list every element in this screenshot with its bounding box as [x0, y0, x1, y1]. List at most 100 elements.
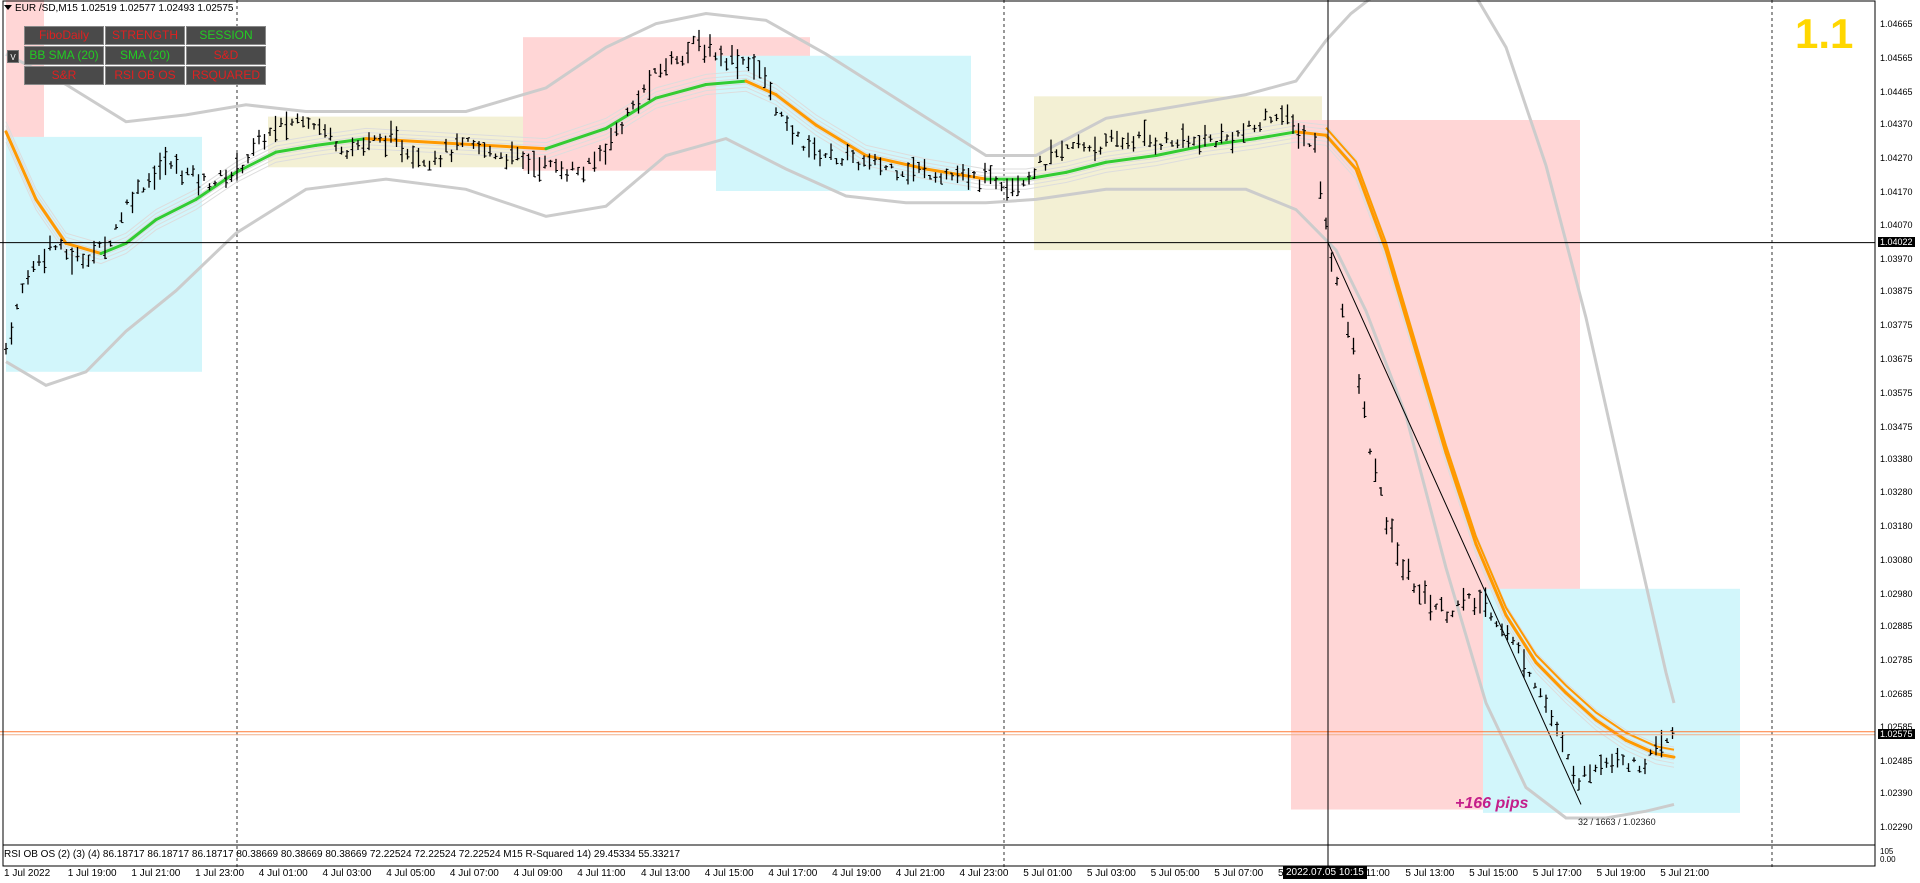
time-tick-label: 5 Jul 03:00	[1086, 868, 1136, 879]
bb-lower-band	[5, 136, 1675, 820]
time-tick-label: 5 Jul 17:00	[1532, 868, 1582, 879]
time-axis: 1 Jul 2022 1 Jul 19:00 1 Jul 21:00 1 Jul 23…	[0, 867, 1875, 881]
ma-segment	[774, 93, 818, 127]
dropdown-triangle-icon[interactable]	[4, 5, 12, 10]
ma-segment	[1384, 248, 1418, 354]
price-tick-label: 1.04170	[1880, 186, 1913, 197]
price-tick-label: 1.03575	[1880, 387, 1913, 398]
time-tick-label: 1 Jul 23:00	[195, 868, 245, 879]
price-tick-label: 1.02585	[1880, 722, 1913, 733]
time-tick-label: 4 Jul 17:00	[768, 868, 818, 879]
ma-segment	[1294, 130, 1328, 137]
time-tick-label: 5 Jul 21:00	[1660, 868, 1710, 879]
ma-segment	[194, 170, 238, 201]
price-tick-label: 1.03875	[1880, 286, 1913, 297]
ma-ribbon-line	[5, 86, 1675, 764]
price-tick-label: 1.03080	[1880, 555, 1913, 566]
ma-segment	[1654, 752, 1676, 759]
ma-segment	[1444, 451, 1478, 546]
symbol-header: EUR /SD,M15 1.02519 1.02577 1.02493 1.02…	[4, 3, 234, 14]
price-tick-label: 1.02485	[1880, 756, 1913, 767]
ma-segment	[1064, 160, 1108, 174]
ma-segment	[1204, 137, 1258, 147]
time-tick-label: 5 Jul 07:00	[1214, 868, 1264, 879]
ma-segment	[654, 83, 708, 100]
ma-segment	[34, 197, 68, 245]
pips-label: +166 pips	[1455, 795, 1529, 812]
price-tick-label: 1.03675	[1880, 353, 1913, 364]
price-tick-label: 1.03280	[1880, 487, 1913, 498]
indicator-button-fibodaily[interactable]: FiboDaily	[24, 26, 104, 45]
time-tick-label: 5 Jul 13:00	[1405, 868, 1455, 879]
time-tick-label: 1 Jul 19:00	[67, 868, 117, 879]
price-tick-label: 1.03180	[1880, 521, 1913, 532]
time-tick-label: 4 Jul 11:00	[577, 868, 626, 879]
ma-segment	[4, 130, 38, 201]
ma-segment	[1414, 350, 1448, 455]
subwindow-indicator-strip: RSI OB OS (2) (3) (4) 86.18717 86.18717 …	[4, 849, 681, 860]
ma-segment	[1154, 143, 1208, 157]
zone-rect	[1034, 96, 1322, 251]
time-tick-label: 4 Jul 23:00	[959, 868, 1009, 879]
subwindow-scale-max: 105	[1880, 847, 1894, 856]
indicator-button-s-r[interactable]: S&R	[24, 66, 104, 85]
indicator-button-panel: FiboDaily STRENGTH SESSION BB SMA (20) SMA (…	[24, 26, 266, 85]
ma-segment	[424, 140, 488, 147]
ma-segment	[604, 96, 658, 130]
indicator-button-session[interactable]: SESSION	[186, 26, 266, 45]
time-tick-label: 1 Jul 21:00	[131, 868, 181, 879]
symbol-info: EUR /SD,M15 1.02519 1.02577 1.02493 1.02…	[15, 3, 234, 14]
price-tick-label: 1.03775	[1880, 320, 1913, 331]
indicator-button-rsquared[interactable]: RSQUARED	[186, 66, 266, 85]
zone-rect	[1483, 588, 1740, 813]
time-tick-label: 4 Jul 07:00	[449, 868, 499, 879]
time-tick-label: 4 Jul 05:00	[386, 868, 436, 879]
ma-segment	[704, 79, 748, 86]
time-tick-label: 4 Jul 03:00	[322, 868, 372, 879]
price-tick-label: 1.04665	[1880, 19, 1913, 30]
price-tick-label: 1.02785	[1880, 654, 1913, 665]
subwindow-scale: 105 0.00	[1880, 848, 1896, 864]
ma-segment	[1564, 691, 1598, 722]
indicator-button-bb-sma-20-[interactable]: BB SMA (20)	[24, 46, 104, 65]
price-tick-label: 1.04070	[1880, 220, 1913, 231]
time-tick-label: 1 Jul 2022	[4, 868, 51, 879]
ma-segment	[814, 123, 868, 157]
price-tick-label: 1.04270	[1880, 152, 1913, 163]
ma-segment	[1324, 133, 1358, 171]
ma-segment	[1504, 613, 1538, 664]
indicator-button-strength[interactable]: STRENGTH	[105, 26, 185, 45]
price-tick-label: 1.03970	[1880, 254, 1913, 265]
crosshair-price-label: 1.04022	[1878, 236, 1915, 247]
ma-segment	[124, 218, 158, 245]
ma-segment	[274, 143, 318, 154]
ma-segment	[64, 241, 103, 255]
time-tick-label: 4 Jul 01:00	[258, 868, 308, 879]
bb-upper-band	[5, 0, 1676, 704]
ma-segment	[1534, 660, 1568, 695]
ma-segment	[1474, 542, 1508, 617]
time-tick-label: 4 Jul 19:00	[832, 868, 882, 879]
current-price-label: 1.02575	[1878, 728, 1915, 739]
indicator-button-s-d[interactable]: S&D	[186, 46, 266, 65]
panel-toggle-button[interactable]: V	[7, 50, 19, 63]
time-tick-label: 5 Jul 05:00	[1150, 868, 1200, 879]
time-tick-label: 4 Jul 13:00	[641, 868, 690, 879]
ma-segment	[1354, 167, 1388, 252]
time-tick-label: 5 Jul 01:00	[1023, 868, 1073, 879]
indicator-button-sma-20-[interactable]: SMA (20)	[105, 46, 185, 65]
ma-segment	[314, 137, 368, 147]
price-axis[interactable]: 1.04665 1.04565 1.04465 1.04370 1.04270 1.041…	[1875, 0, 1920, 867]
ma-segment	[1104, 153, 1158, 164]
subwindow-scale-min: 0.00	[1880, 855, 1896, 864]
trendline-note: 32 / 1663 / 1.02360	[1578, 817, 1656, 827]
timeframe-label: 1.1	[1795, 10, 1854, 57]
ma-segment	[154, 197, 198, 222]
price-tick-label: 1.03475	[1880, 421, 1913, 432]
time-tick-label: 5 Jul 15:00	[1469, 868, 1519, 879]
indicator-button-rsi-ob-os[interactable]: RSI OB OS	[105, 66, 185, 85]
time-tick-label: 5 Jul 19:00	[1596, 868, 1646, 879]
trend-line	[1327, 242, 1582, 805]
time-tick-label: 4 Jul 15:00	[704, 868, 754, 879]
